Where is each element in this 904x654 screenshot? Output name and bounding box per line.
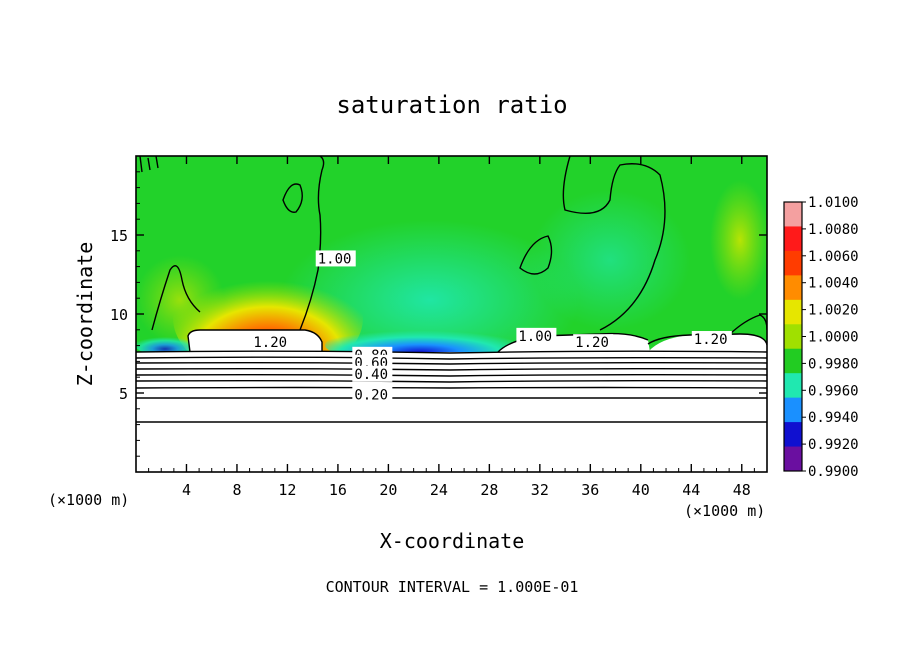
- colorbar-label: 1.0040: [808, 276, 859, 292]
- x-tick-label: 24: [430, 481, 448, 499]
- y-tick-label: 5: [119, 385, 128, 403]
- contour-label-bg: [691, 331, 732, 348]
- y-axis-label: Z-coordinate: [73, 242, 97, 387]
- chart-title: saturation ratio: [336, 91, 567, 119]
- x-tick-label: 20: [379, 481, 397, 499]
- contour-line-0.40: [136, 379, 767, 383]
- x-tick-label: 32: [531, 481, 549, 499]
- contour-label: 1.20: [253, 335, 287, 351]
- x-tick-label: 44: [682, 481, 700, 499]
- contour-line-1.00-right-arch: [562, 156, 666, 331]
- colorbar-swatch: [784, 422, 802, 448]
- colorbar-label: 0.9920: [808, 437, 859, 453]
- contour-label: 1.00: [518, 329, 552, 345]
- contour-label: 1.20: [694, 332, 728, 348]
- contour-label: 1.00: [318, 251, 352, 267]
- colorbar-label: 1.0000: [808, 330, 859, 346]
- contour-line-1.00-upper-left: [282, 183, 303, 213]
- x-axis-ticks: 4 8 12 16 20 24 28 32 36 40 44 48: [148, 156, 755, 499]
- field-yellow-region-right: [710, 180, 767, 300]
- contour-line-1.20-left: [187, 329, 323, 353]
- colorbar-label: 0.9940: [808, 410, 859, 426]
- contour-label-bg: [573, 334, 614, 351]
- contour-label: 0.20: [354, 387, 388, 403]
- contour-line-0.70: [136, 361, 767, 365]
- contour-line-1.00-small-loop: [519, 235, 553, 275]
- colorbar-swatch: [784, 446, 802, 472]
- contour-line-0.50: [136, 373, 767, 377]
- colorbar-swatch: [784, 275, 802, 301]
- y-tick-label: 15: [110, 227, 128, 245]
- y-axis-ticks: 5 10 15: [110, 171, 767, 457]
- contour-line-1.20-center: [497, 332, 649, 353]
- x-tick-label: 4: [182, 481, 191, 499]
- colorbar-swatch: [784, 202, 802, 227]
- colorbar-swatch: [784, 299, 802, 325]
- colorbar-label: 0.9900: [808, 464, 859, 480]
- field-lower-white: [136, 352, 767, 472]
- field-subsaturation-left: [136, 335, 195, 355]
- heatmap-field: [136, 156, 767, 472]
- colorbar-swatch: [784, 250, 802, 276]
- x-axis-label: X-coordinate: [380, 529, 525, 553]
- colorbar-label: 1.0020: [808, 303, 859, 319]
- colorbar-label: 1.0100: [808, 195, 859, 211]
- contour-label-bg: [352, 386, 393, 403]
- contour-line-0.30: [136, 386, 767, 389]
- contour-label-bg: [251, 334, 292, 351]
- y-tick-label: 10: [110, 306, 128, 324]
- contour-label: 1.20: [575, 335, 609, 351]
- x-tick-label: 12: [278, 481, 296, 499]
- x-tick-label: 36: [581, 481, 599, 499]
- x-axis-unit: (×1000 m): [48, 491, 129, 509]
- colorbar-swatch: [784, 226, 802, 252]
- field-cyan-region-right: [530, 190, 690, 330]
- colorbar: 1.0100 1.0080 1.0060 1.0040 1.0020 1.0000 0.99…: [783, 195, 859, 480]
- contour-line-1.00-tower: [299, 156, 325, 331]
- x-tick-label: 40: [632, 481, 650, 499]
- contour-line-1.00-band: [136, 350, 767, 354]
- contour-interval-footer: CONTOUR INTERVAL = 1.000E-01: [326, 578, 579, 596]
- x-tick-label: 28: [480, 481, 498, 499]
- colorbar-label: 0.9960: [808, 383, 859, 399]
- contour-line-0.60: [136, 367, 767, 371]
- x-tick-label: 48: [733, 481, 751, 499]
- x-tick-label: 16: [329, 481, 347, 499]
- colorbar-swatch: [784, 324, 802, 350]
- colorbar-label: 0.9980: [808, 356, 859, 372]
- contour-label-bg: [516, 327, 557, 344]
- contour-label-bg: [315, 250, 356, 267]
- y-axis-unit: (×1000 m): [684, 502, 765, 520]
- contour-label-bg: [352, 365, 393, 382]
- contour-label: 0.40: [354, 367, 388, 383]
- contour-line-0.80: [136, 356, 767, 360]
- colorbar-swatch: [784, 373, 802, 399]
- x-tick-label: 8: [232, 481, 241, 499]
- colorbar-label: 1.0060: [808, 249, 859, 265]
- contour-line-1.00-top-left: [139, 156, 159, 173]
- contour-labels: 1.201.201.201.001.000.800.600.400.20: [251, 250, 732, 403]
- colorbar-swatch: [784, 397, 802, 423]
- colorbar-label: 1.0080: [808, 222, 859, 238]
- contour-line-1.00-left-plume: [151, 265, 201, 331]
- colorbar-swatch: [784, 348, 802, 374]
